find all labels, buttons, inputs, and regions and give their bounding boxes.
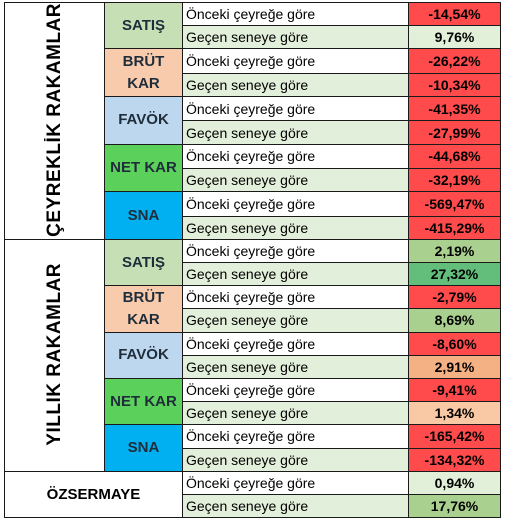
category-label-line: BRÜT	[122, 52, 165, 70]
change-value: -26,22%	[408, 48, 501, 74]
change-value: -10,34%	[408, 72, 501, 97]
change-value: 27,32%	[408, 262, 501, 287]
change-value: -32,19%	[408, 168, 501, 193]
comparison-label: Önceki çeyreğe göre	[182, 331, 409, 356]
comparison-label: Geçen seneye göre	[182, 493, 409, 518]
change-value: -569,47%	[408, 191, 501, 217]
quarterly-section-header: ÇEYREKLİK RAKAMLAR	[4, 2, 105, 240]
change-value: 9,76%	[408, 25, 501, 50]
change-value: 2,19%	[408, 238, 501, 264]
category-label-line: BRÜT	[122, 288, 165, 306]
change-value: -9,41%	[408, 377, 501, 403]
change-value: -134,32%	[408, 447, 501, 472]
comparison-label: Önceki çeyreğe göre	[182, 377, 409, 403]
category-label: NET KAR	[110, 392, 177, 410]
table-row: Geçen seneye göre -134,32%	[5, 447, 501, 472]
equity-section-title: ÖZSERMAYE	[4, 470, 183, 518]
category-label: FAVÖK	[118, 111, 169, 129]
comparison-label: Geçen seneye göre	[182, 25, 409, 50]
change-value: 1,34%	[408, 401, 501, 426]
table-row: Geçen seneye göre 9,76%	[5, 25, 501, 50]
quarterly-category-favok: FAVÖK	[104, 95, 183, 145]
comparison-label: Önceki çeyreğe göre	[182, 143, 409, 170]
comparison-label: Geçen seneye göre	[182, 447, 409, 472]
table-row: SNA Önceki çeyreğe göre -569,47%	[5, 191, 501, 240]
table-row: ÖZSERMAYE Önceki çeyreğe göre 0,94%	[4, 470, 501, 518]
category-label-line: KAR	[127, 74, 160, 92]
table-row: FAVÖK Önceki çeyreğe göre -41,35%	[5, 95, 501, 145]
change-value: -8,60%	[408, 331, 501, 356]
comparison-label: Önceki çeyreğe göre	[182, 48, 409, 74]
comparison-label: Geçen seneye göre	[182, 308, 409, 333]
category-label: SNA	[127, 439, 160, 457]
table-row: Geçen seneye göre 17,76%	[5, 493, 501, 518]
comparison-label: Önceki çeyreğe göre	[182, 424, 409, 449]
category-label-line: KAR	[127, 310, 160, 328]
comparison-label: Geçen seneye göre	[182, 401, 409, 426]
annual-category-net-kar: NET KAR	[104, 377, 183, 426]
table-row: ÇEYREKLİK RAKAMLAR SATIŞ Önceki çeyreğe gö…	[4, 1, 501, 240]
comparison-label: Önceki çeyreğe göre	[182, 238, 409, 264]
table-row: Geçen seneye göre 8,69%	[5, 308, 501, 333]
quarterly-category-net-kar: NET KAR	[104, 143, 183, 193]
change-value: -14,54%	[408, 1, 501, 27]
table-body: ÇEYREKLİK RAKAMLAR SATIŞ Önceki çeyreğe gö…	[4, 1, 501, 518]
comparison-label: Geçen seneye göre	[182, 168, 409, 193]
comparison-label: Önceki çeyreğe göre	[182, 470, 409, 495]
change-value: -2,79%	[408, 285, 501, 310]
comparison-label: Geçen seneye göre	[182, 72, 409, 97]
comparison-label: Geçen seneye göre	[182, 262, 409, 287]
table-row: Geçen seneye göre 1,34%	[5, 401, 501, 426]
annual-category-favok: FAVÖK	[104, 331, 183, 379]
change-value: 2,91%	[408, 354, 501, 379]
quarterly-category-brut-kar: BRÜT KAR	[104, 48, 183, 97]
category-label: SNA	[127, 206, 160, 224]
table-row: YILLIK RAKAMLAR SATIŞ Önceki çeyreğe göre 2…	[4, 238, 501, 472]
change-value: 17,76%	[408, 493, 501, 518]
table-row: Geçen seneye göre -32,19%	[5, 168, 501, 193]
table-row: SNA Önceki çeyreğe göre -165,42%	[5, 424, 501, 472]
category-label: SATIŞ	[121, 16, 166, 34]
comparison-label: Önceki çeyreğe göre	[182, 95, 409, 122]
annual-category-satis: SATIŞ	[104, 238, 183, 287]
change-value: -44,68%	[408, 143, 501, 170]
table-row: Geçen seneye göre -10,34%	[5, 72, 501, 97]
table-row: Geçen seneye göre 27,32%	[5, 262, 501, 287]
comparison-label: Önceki çeyreğe göre	[182, 285, 409, 310]
comparison-label: Geçen seneye göre	[182, 215, 409, 240]
table-row: NET KAR Önceki çeyreğe göre -44,68%	[5, 143, 501, 193]
change-value: 0,94%	[408, 470, 501, 495]
annual-section-title: YILLIK RAKAMLAR	[44, 262, 65, 446]
table-row: Geçen seneye göre -415,29%	[5, 215, 501, 240]
change-value: -165,42%	[408, 424, 501, 449]
category-label: FAVÖK	[118, 346, 169, 364]
table-row: FAVÖK Önceki çeyreğe göre -8,60%	[5, 331, 501, 379]
annual-category-brut-kar: BRÜT KAR	[104, 285, 183, 333]
change-value: -27,99%	[408, 120, 501, 145]
table-row: NET KAR Önceki çeyreğe göre -9,41%	[5, 377, 501, 426]
comparison-label: Geçen seneye göre	[182, 120, 409, 145]
change-value: 8,69%	[408, 308, 501, 333]
change-value: -41,35%	[408, 95, 501, 122]
annual-category-sna: SNA	[104, 424, 183, 472]
category-label: NET KAR	[110, 158, 177, 176]
comparison-label: Önceki çeyreğe göre	[182, 1, 409, 27]
change-value: -415,29%	[408, 215, 501, 240]
table-row: Geçen seneye göre -27,99%	[5, 120, 501, 145]
annual-section-header: YILLIK RAKAMLAR	[4, 238, 105, 472]
quarterly-category-sna: SNA	[104, 191, 183, 240]
quarterly-section-title: ÇEYREKLİK RAKAMLAR	[44, 3, 65, 237]
quarterly-category-satis: SATIŞ	[104, 1, 183, 50]
financial-ratios-table: ÇEYREKLİK RAKAMLAR SATIŞ Önceki çeyreğe gö…	[4, 1, 501, 518]
table-row: BRÜT KAR Önceki çeyreğe göre -26,22%	[5, 48, 501, 97]
comparison-label: Geçen seneye göre	[182, 354, 409, 379]
category-label: SATIŞ	[121, 253, 166, 271]
table-container: ÇEYREKLİK RAKAMLAR SATIŞ Önceki çeyreğe gö…	[4, 1, 501, 518]
comparison-label: Önceki çeyreğe göre	[182, 191, 409, 217]
